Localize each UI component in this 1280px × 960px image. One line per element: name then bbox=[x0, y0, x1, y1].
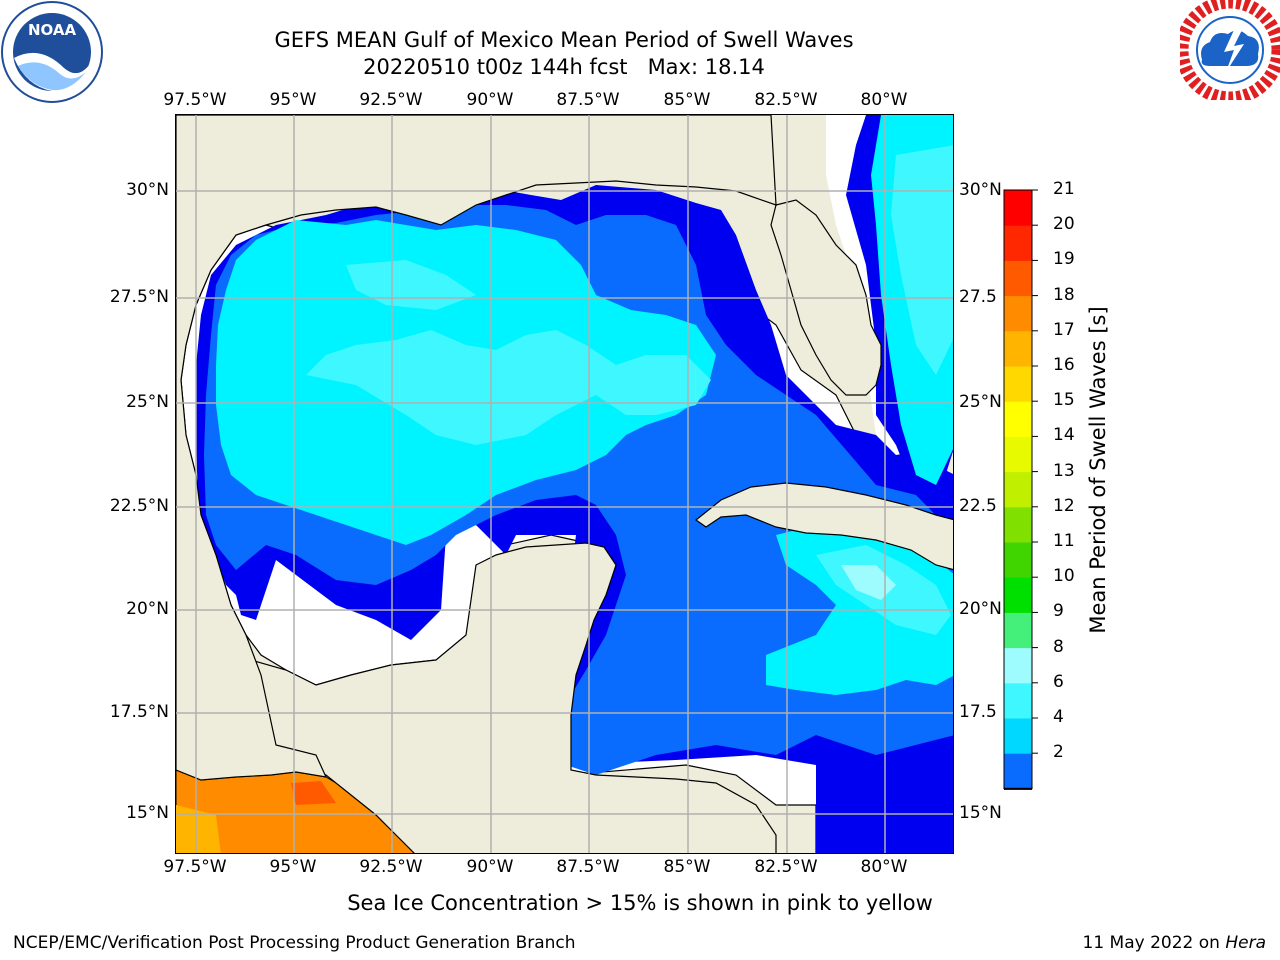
colorbar-segment bbox=[1004, 366, 1032, 402]
lon-tick-top: 80°W bbox=[860, 90, 908, 110]
colorbar-tick-label: 9 bbox=[1053, 601, 1064, 622]
colorbar-tick-label: 11 bbox=[1053, 531, 1075, 551]
colorbar-title: Mean Period of Swell Waves [s] bbox=[1086, 306, 1110, 634]
colorbar-segment bbox=[1004, 190, 1032, 226]
colorbar-segment bbox=[1004, 612, 1032, 649]
lon-tick-bottom: 87.5°W bbox=[556, 857, 620, 877]
lon-tick-top: 82.5°W bbox=[754, 90, 818, 110]
colorbar-tick-label: 8 bbox=[1053, 636, 1064, 657]
cuba-land bbox=[694, 482, 953, 571]
lat-tick-right: 15°N bbox=[959, 803, 1002, 823]
colorbar-segment bbox=[1004, 577, 1032, 613]
caribbean-pale-cyan bbox=[841, 565, 896, 600]
lon-tick-bottom: 97.5°W bbox=[163, 857, 227, 877]
colorbar-tick-label: 12 bbox=[1053, 495, 1075, 516]
colorbar-tick-label: 6 bbox=[1053, 671, 1064, 692]
colorbar-segment bbox=[1004, 506, 1032, 543]
colorbar-tick-label: 18 bbox=[1053, 284, 1075, 305]
lat-tick-left: 30°N bbox=[126, 180, 169, 200]
swell-period-map bbox=[176, 115, 953, 853]
lon-tick-bottom: 92.5°W bbox=[359, 857, 423, 877]
colorbar-tick-label: 19 bbox=[1053, 249, 1075, 270]
footer-host: Hera bbox=[1225, 933, 1266, 953]
lat-tick-right: 20°N bbox=[959, 599, 1002, 619]
lat-tick-right: 22.5 bbox=[959, 496, 997, 516]
lat-tick-left: 20°N bbox=[126, 599, 169, 619]
lat-tick-right: 17.5 bbox=[959, 702, 997, 722]
lon-tick-top: 90°W bbox=[466, 90, 514, 110]
lat-tick-right: 30°N bbox=[959, 180, 1002, 200]
colorbar-segment bbox=[1004, 401, 1032, 437]
colorbar-tick-label: 17 bbox=[1053, 319, 1075, 340]
chart-subtitle: 20220510 t00z 144h fcst Max: 18.14 bbox=[363, 55, 765, 79]
colorbar-tick-label: 21 bbox=[1053, 179, 1075, 199]
lat-tick-left: 15°N bbox=[126, 803, 169, 823]
graticule bbox=[176, 115, 953, 853]
lat-tick-left: 22.5°N bbox=[109, 496, 169, 516]
colorbar-tick-label: 13 bbox=[1053, 460, 1075, 481]
lon-tick-top: 95°W bbox=[269, 90, 317, 110]
pacific-ocean-red bbox=[291, 781, 336, 805]
lon-tick-bottom: 95°W bbox=[269, 857, 317, 877]
lat-tick-left: 27.5°N bbox=[109, 287, 169, 307]
colorbar-tick-label: 20 bbox=[1053, 214, 1075, 235]
yucatan-land bbox=[245, 542, 777, 853]
colorbar-segment bbox=[1004, 647, 1032, 684]
colorbar-segment bbox=[1004, 436, 1032, 473]
colorbar bbox=[1003, 189, 1038, 790]
lon-tick-bottom: 90°W bbox=[466, 857, 514, 877]
lat-tick-right: 27.5 bbox=[959, 287, 997, 307]
noaa-logo: NOAA bbox=[1, 1, 103, 103]
lon-tick-top: 92.5°W bbox=[359, 90, 423, 110]
colorbar-tick-label: 2 bbox=[1053, 742, 1064, 763]
colorbar-tick-label: 15 bbox=[1053, 390, 1075, 411]
lat-tick-right: 25°N bbox=[959, 392, 1002, 412]
colorbar-segment bbox=[1004, 295, 1032, 332]
colorbar-segment bbox=[1004, 260, 1032, 297]
colorbar-tick-label: 14 bbox=[1053, 425, 1075, 446]
colorbar-frame bbox=[1003, 189, 1033, 789]
colorbar-segment bbox=[1004, 225, 1032, 261]
lon-tick-top: 97.5°W bbox=[163, 90, 227, 110]
footer-producer: NCEP/EMC/Verification Post Processing Pr… bbox=[13, 933, 576, 953]
colorbar-tick-label: 16 bbox=[1053, 355, 1075, 375]
lon-tick-bottom: 82.5°W bbox=[754, 857, 818, 877]
noaa-logo-text: NOAA bbox=[28, 21, 77, 39]
swell-light-cyan bbox=[306, 330, 711, 445]
chart-title: GEFS MEAN Gulf of Mexico Mean Period of … bbox=[274, 28, 854, 52]
footer-date: 11 May 2022 on Hera bbox=[1083, 933, 1267, 953]
lat-tick-left: 17.5°N bbox=[109, 702, 169, 722]
atlantic-light-cyan bbox=[891, 145, 953, 375]
lon-tick-top: 87.5°W bbox=[556, 90, 620, 110]
colorbar-segment bbox=[1004, 753, 1032, 789]
colorbar-segment bbox=[1004, 542, 1032, 578]
colorbar-segment bbox=[1004, 471, 1032, 508]
lon-tick-top: 85°W bbox=[663, 90, 711, 110]
lon-tick-bottom: 85°W bbox=[663, 857, 711, 877]
colorbar-segment bbox=[1004, 718, 1032, 754]
colorbar-segment bbox=[1004, 682, 1032, 719]
colorbar-tick-label: 10 bbox=[1053, 566, 1075, 587]
footer-date-text: 11 May 2022 on bbox=[1082, 933, 1226, 953]
sea-ice-caption: Sea Ice Concentration > 15% is shown in … bbox=[347, 891, 933, 915]
lon-tick-bottom: 80°W bbox=[860, 857, 908, 877]
colorbar-tick-label: 4 bbox=[1053, 707, 1064, 727]
colorbar-segment bbox=[1004, 330, 1032, 367]
lat-tick-left: 25°N bbox=[126, 392, 169, 412]
nws-logo bbox=[1180, 0, 1280, 100]
pacific-ocean-amber bbox=[176, 805, 221, 853]
map-panel[interactable] bbox=[175, 114, 954, 854]
